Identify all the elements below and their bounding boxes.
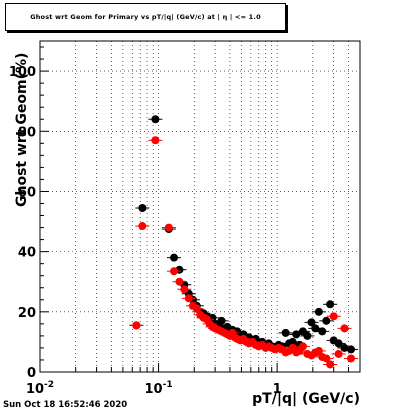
y-tick-label: 20 — [18, 306, 36, 321]
data-point-black — [217, 316, 226, 325]
data-point-red — [192, 304, 201, 313]
axis-tick-labels: 0 20 40 60 80 100 10-2 10-1 1 — [9, 65, 282, 397]
data-point-red — [314, 346, 323, 355]
axis-ticks — [39, 46, 361, 373]
y-tick-label: 40 — [18, 246, 36, 261]
data-point-black — [151, 115, 160, 124]
data-point-black — [307, 318, 316, 327]
x-tick-label: 1 — [273, 382, 282, 397]
data-point-red — [326, 360, 335, 369]
data-point-red — [151, 136, 160, 145]
y-tick-label: 0 — [27, 366, 36, 381]
data-point-black — [281, 328, 290, 337]
data-point-red — [298, 342, 307, 351]
data-point-red — [132, 321, 141, 330]
data-point-red — [329, 312, 338, 321]
data-point-red — [175, 277, 184, 286]
y-axis-label: Ghost wrt Geom(%) — [14, 52, 30, 207]
data-point-black — [347, 345, 356, 354]
data-points — [129, 115, 359, 369]
data-point-red — [164, 223, 173, 232]
data-point-red — [322, 354, 331, 363]
data-point-red — [170, 267, 179, 276]
data-point-black — [288, 337, 297, 346]
data-point-black — [334, 339, 343, 348]
data-point-black — [318, 327, 327, 336]
data-point-black — [170, 253, 179, 262]
data-point-black — [303, 331, 312, 340]
timestamp-footer: Sun Oct 18 16:52:46 2020 — [3, 400, 128, 410]
data-point-black — [314, 307, 323, 316]
data-point-black — [292, 330, 301, 339]
data-point-red — [184, 294, 193, 303]
data-point-black — [311, 324, 320, 333]
data-point-red — [180, 285, 189, 294]
y-tick-label: 100 — [9, 65, 36, 80]
data-point-black — [322, 316, 331, 325]
x-axis-label: pT/|q| (GeV/c) — [252, 391, 360, 407]
data-point-black — [326, 300, 335, 309]
data-point-black — [138, 204, 147, 213]
data-point-red — [347, 354, 356, 363]
y-tick-label: 60 — [18, 185, 36, 200]
data-point-red — [138, 222, 147, 231]
data-point-red — [340, 324, 349, 333]
x-tick-label: 10-2 — [26, 380, 54, 397]
plot-frame — [39, 40, 361, 373]
plot-title: Ghost wrt Geom for Primary vs pT/|q| (Ge… — [5, 3, 286, 31]
x-tick-label: 10-1 — [145, 380, 173, 397]
y-tick-label: 80 — [18, 125, 36, 140]
data-point-red — [334, 349, 343, 358]
